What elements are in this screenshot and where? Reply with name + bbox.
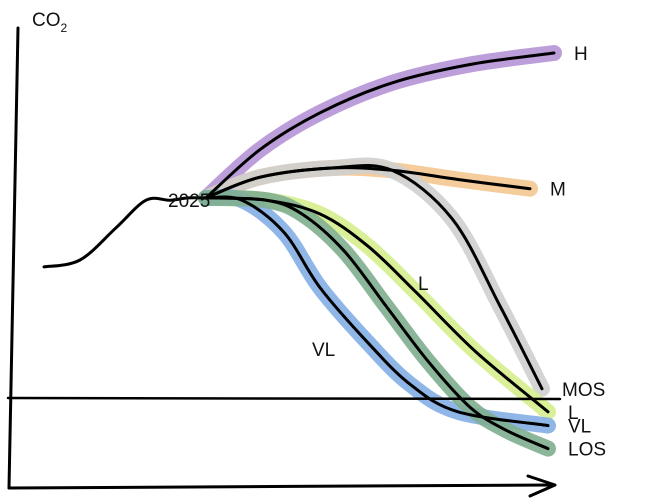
annotation-l: L (418, 274, 429, 295)
band-los (198, 189, 556, 457)
label-h: H (574, 44, 588, 65)
zero-line (6, 396, 562, 401)
y-axis-label: CO2 (32, 10, 68, 35)
history-line (42, 196, 208, 269)
label-m: M (550, 180, 566, 201)
y-axis-label-subscript: 2 (61, 21, 68, 35)
y-axis (7, 26, 20, 490)
x-axis-arrowhead (526, 474, 557, 498)
y-axis-label-main: CO (32, 10, 61, 31)
scenario-bands (198, 45, 562, 457)
label-l: L (568, 403, 579, 424)
line-los (204, 196, 550, 451)
line-vl (204, 195, 550, 428)
x-axis (7, 483, 554, 490)
annotation-2025: 2025 (168, 191, 210, 212)
annotation-vl: VL (312, 340, 335, 361)
label-los: LOS (568, 440, 606, 461)
line-h (204, 51, 556, 200)
line-mos (204, 164, 544, 391)
label-mos: MOS (562, 380, 605, 401)
scenario-lines (42, 51, 556, 451)
label-vl: VL (568, 417, 591, 438)
